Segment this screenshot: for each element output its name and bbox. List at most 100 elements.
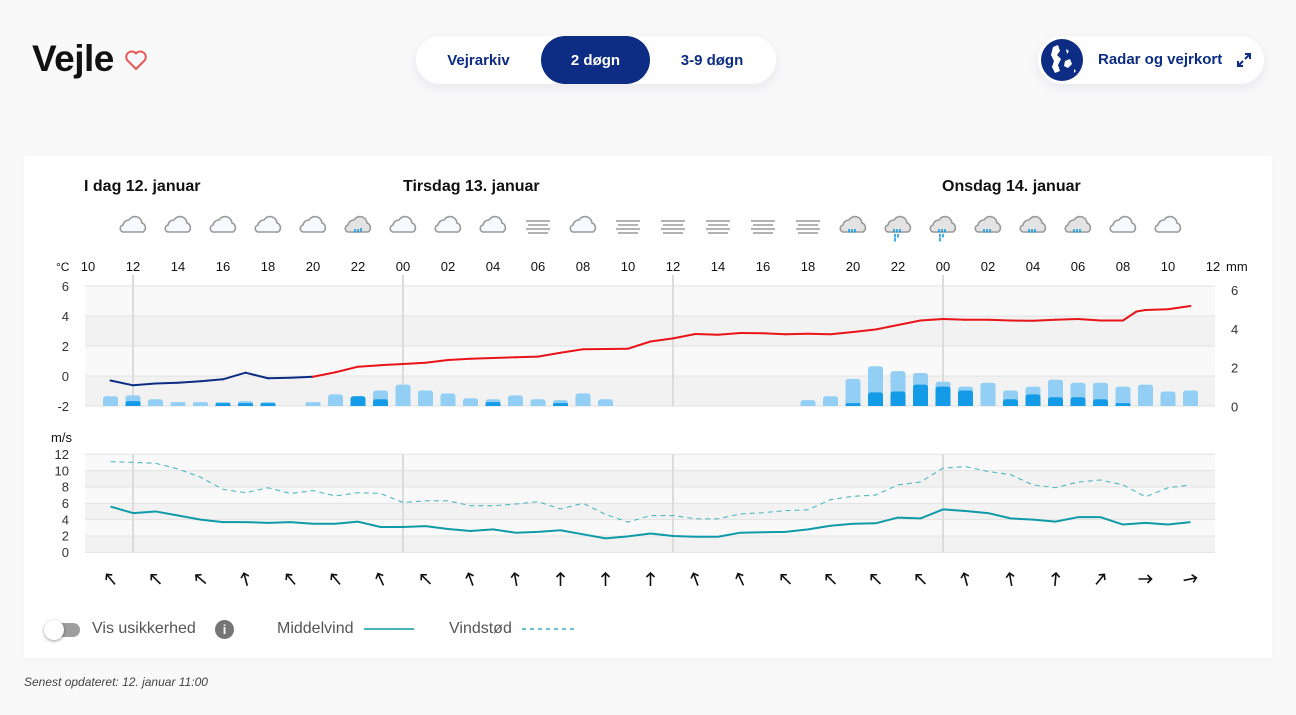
wind-direction-arrow-icon [420,573,432,585]
temperature-line-segment [514,355,539,359]
heavy-rain-cloud-icon [884,215,912,233]
wind-band [85,454,1215,471]
temperature-line-segment [987,318,1012,322]
light-rain-cloud-icon [344,215,372,233]
wind-band [85,536,1215,553]
precip-bar-min [350,396,366,406]
wind-tick-label: 2 [62,529,69,544]
hour-tick-label: 06 [1071,259,1085,274]
temperature-line-segment [1167,304,1192,311]
wind-direction-arrow-icon [105,573,116,585]
expand-icon [1237,53,1251,67]
precip-bar-max [148,399,163,406]
temperature-line-segment [199,378,224,383]
temperature-line-segment [627,340,652,350]
hour-tick-label: 20 [846,259,860,274]
favorite-heart-icon[interactable] [124,49,148,71]
wind-direction-arrow-icon [690,572,699,586]
wind-direction-arrow-icon [465,572,474,586]
rain-cloud-icon [1064,215,1092,233]
precip-bar-max [823,396,838,406]
city-title: Vejle [32,38,114,79]
temperature-line-segment [919,318,944,322]
wind-direction-arrow-icon [825,573,837,585]
precip-bar-min [125,401,141,406]
temperature-line-segment [379,363,404,367]
temperature-line-segment [222,371,247,381]
hour-tick-label: 16 [756,259,770,274]
wind-tick-label: 4 [62,512,69,527]
precip-bar-min [260,403,276,406]
temperature-line-segment [942,318,967,321]
temperature-line-segment [244,371,269,380]
precip-bar-max [463,398,478,406]
wind-direction-arrow-icon [645,571,656,586]
uncertainty-toggle[interactable] [44,620,80,640]
radar-label: Radar og vejrkort [1098,51,1223,68]
tab-vejrarkiv[interactable]: Vejrarkiv [447,51,510,69]
wind-tick-label: 0 [62,545,69,560]
hour-tick-label: 08 [576,259,590,274]
temperature-line-segment [807,332,832,336]
hour-tick-label: 10 [621,259,635,274]
precip-bar-min [215,403,231,406]
wind-direction-arrow-icon [555,571,566,586]
temperature-line-segment [559,348,584,354]
hour-tick-label: 02 [441,259,455,274]
radar-button[interactable]: Radar og vejrkort [1038,36,1264,84]
hour-tick-label: 02 [981,259,995,274]
rain-cloud-icon [1019,215,1047,233]
precip-bar-max [598,399,613,406]
precip-bar-min [373,399,388,406]
wind-tick-label: 10 [55,463,69,478]
tab-3-9-dogn[interactable]: 3-9 døgn [680,51,744,69]
temp-band [85,346,1215,376]
wind-direction-arrow-icon [330,573,341,585]
temperature-line-segment [469,357,494,360]
hour-tick-label: 10 [1161,259,1175,274]
precip-bar-min [958,390,973,406]
precip-bar-min [1115,403,1131,406]
uncertainty-label: Vis usikkerhed [92,620,196,637]
precip-bar-min [1048,397,1063,406]
temp-tick-label: 6 [62,279,69,294]
tab-2-dogn[interactable]: 2 døgn [541,36,650,84]
wind-band [85,486,1215,504]
temperature-line-segment [897,319,922,326]
precip-bar-max [1138,384,1153,406]
heavy-rain-cloud-icon [929,215,957,233]
temperature-line-segment [334,365,359,374]
wind-direction-arrow-icon [510,571,520,587]
temperature-line-segment [852,328,877,334]
mean-wind-line [110,505,1191,540]
cloud-icon [479,215,507,233]
denmark-map-icon [1041,39,1083,81]
legend-gust: Vindstød [449,620,512,637]
temperature-line-segment [154,381,179,385]
precip-bar-max [530,399,546,406]
cloud-icon [299,215,327,233]
day-label-wednesday: Onsdag 14. januar [942,178,1081,195]
temperature-line-segment [672,333,697,340]
temperature-line-segment [289,375,314,379]
precip-tick-label: 2 [1231,361,1238,376]
precip-tick-label: 4 [1231,322,1238,337]
info-icon[interactable]: i [215,620,234,639]
precip-bar-max [575,393,591,406]
temperature-line-segment [424,358,449,364]
hour-tick-label: 08 [1116,259,1130,274]
day-label-tuesday: Tirsdag 13. januar [403,178,540,195]
wind-direction-arrow-icon [240,572,250,586]
wind-band [85,503,1215,520]
precip-bar-max [305,402,321,406]
temperature-line-segment [1054,318,1079,321]
wind-direction-arrow-icon [735,572,745,586]
temperature-line-segment [762,332,787,336]
precip-bar-min [1003,399,1018,406]
wind-direction-arrow-icon [1005,571,1015,587]
wind-tick-label: 12 [55,447,69,462]
hour-tick-label: 10 [81,259,95,274]
temperature-line-segment [109,379,134,387]
precip-bar-max [170,402,186,406]
